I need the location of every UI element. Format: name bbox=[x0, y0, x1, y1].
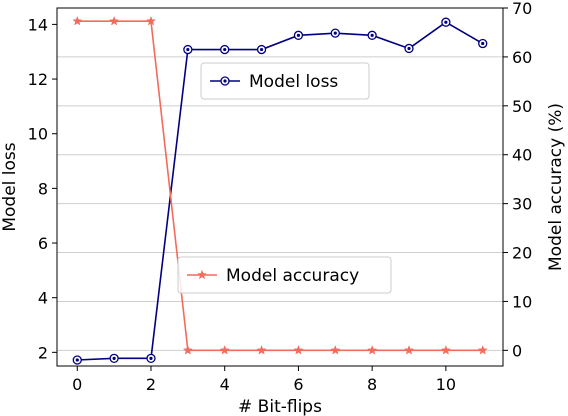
data-point-marker bbox=[256, 345, 267, 355]
y-right-tick-label: 40 bbox=[512, 146, 532, 165]
series-line bbox=[77, 20, 483, 352]
marker-dot bbox=[223, 47, 227, 52]
data-point-marker bbox=[477, 345, 488, 355]
plot-frame bbox=[56, 7, 504, 367]
marker-dot bbox=[481, 41, 485, 46]
y-right-tick-label: 10 bbox=[512, 292, 532, 311]
data-point-marker bbox=[441, 17, 451, 27]
data-point-marker bbox=[403, 345, 415, 355]
legend-marker bbox=[220, 76, 230, 86]
y-left-tick-label: 6 bbox=[38, 234, 48, 253]
marker-dot bbox=[296, 33, 301, 37]
data-point-marker bbox=[109, 15, 120, 26]
data-point-marker bbox=[145, 15, 157, 26]
data-point-marker bbox=[220, 44, 230, 55]
data-point-marker bbox=[183, 44, 193, 55]
grid-lines bbox=[57, 7, 503, 351]
data-point-marker bbox=[72, 15, 83, 26]
legend-box bbox=[200, 62, 370, 100]
x-tick-label: 6 bbox=[293, 375, 303, 394]
data-point-marker bbox=[330, 28, 340, 38]
data-point-marker bbox=[367, 345, 378, 355]
marker-dot bbox=[223, 79, 227, 83]
y-axis-left: 2 4 6 8 10 12 14 bbox=[28, 15, 57, 362]
legend-box bbox=[177, 256, 392, 294]
data-point-marker bbox=[367, 30, 377, 40]
series-model-loss bbox=[72, 17, 488, 365]
marker-dot bbox=[75, 358, 79, 362]
data-point-marker bbox=[182, 345, 193, 355]
data-point-marker bbox=[293, 345, 304, 355]
y-left-tick-label: 10 bbox=[28, 125, 48, 144]
y-left-tick-label: 4 bbox=[38, 289, 48, 308]
marker-dot bbox=[407, 46, 411, 51]
marker-dot bbox=[259, 47, 264, 52]
y-right-tick-label: 20 bbox=[512, 244, 532, 263]
x-axis: 0 2 4 6 8 10 bbox=[72, 366, 456, 394]
y-right-tick-label: 70 bbox=[512, 0, 532, 18]
data-point-marker bbox=[219, 345, 230, 355]
marker-dot bbox=[370, 33, 374, 37]
data-point-marker bbox=[196, 269, 208, 280]
series-line bbox=[77, 21, 484, 361]
legend-label: Model loss bbox=[249, 72, 338, 92]
x-tick-label: 0 bbox=[72, 375, 82, 394]
y-right-tick-label: 50 bbox=[512, 97, 532, 116]
data-point-marker bbox=[220, 76, 230, 86]
y-right-tick-label: 60 bbox=[512, 48, 532, 67]
data-point-marker bbox=[256, 44, 267, 55]
y-left-tick-label: 12 bbox=[28, 70, 48, 89]
legend-model-loss: Model loss bbox=[200, 62, 370, 100]
marker-dot bbox=[149, 356, 153, 360]
series-model-accuracy bbox=[72, 15, 488, 355]
y-axis-right: 0 10 20 30 40 50 60 70 bbox=[503, 0, 532, 360]
legend-marker bbox=[196, 269, 208, 280]
data-point-marker bbox=[330, 345, 341, 355]
x-tick-label: 2 bbox=[146, 375, 156, 394]
marker-dot bbox=[186, 47, 190, 52]
x-tick-label: 10 bbox=[436, 375, 456, 394]
legend-label: Model accuracy bbox=[226, 266, 359, 286]
y-left-tick-label: 2 bbox=[38, 343, 48, 362]
y-left-tick-label: 14 bbox=[28, 15, 48, 34]
x-tick-label: 8 bbox=[367, 375, 377, 394]
data-point-marker bbox=[404, 43, 414, 54]
y-axis-right-label: Model accuracy (%) bbox=[546, 103, 566, 271]
marker-dot bbox=[444, 20, 448, 24]
data-point-marker bbox=[146, 353, 156, 363]
marker-dot bbox=[112, 356, 116, 360]
marker-dot bbox=[333, 31, 337, 35]
x-axis-label: # Bit-flips bbox=[238, 397, 322, 416]
y-right-tick-label: 30 bbox=[512, 195, 532, 214]
y-left-tick-label: 8 bbox=[38, 179, 48, 198]
data-point-marker bbox=[478, 38, 488, 49]
legend-model-accuracy: Model accuracy bbox=[177, 256, 392, 294]
y-right-tick-label: 0 bbox=[512, 341, 522, 360]
x-tick-label: 4 bbox=[220, 375, 230, 394]
data-point-marker bbox=[293, 30, 304, 40]
data-point-marker bbox=[109, 353, 119, 363]
series-layer bbox=[72, 15, 488, 365]
y-axis-left-label: Model loss bbox=[0, 142, 20, 231]
data-point-marker bbox=[72, 355, 82, 365]
data-point-marker bbox=[440, 345, 451, 355]
